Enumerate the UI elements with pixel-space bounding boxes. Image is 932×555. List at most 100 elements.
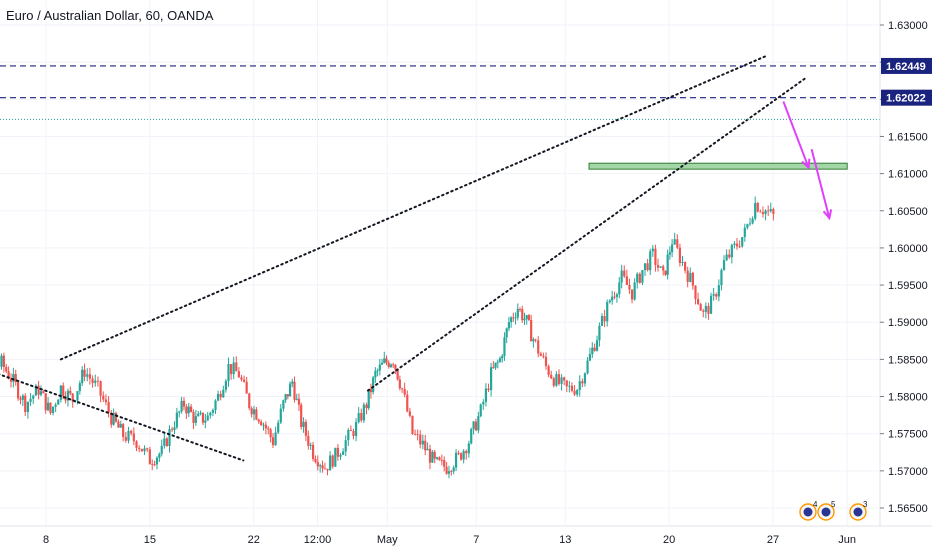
candle-body [636,273,639,283]
candle-body [424,440,427,451]
candle-body [730,244,733,258]
x-tick-label: 15 [144,534,156,546]
x-tick-label: 12:00 [304,534,332,546]
candle-body [507,322,511,329]
candle-body [720,269,723,286]
candle-body [440,459,443,461]
y-tick-label: 1.59000 [888,317,928,329]
candle-body [651,248,654,252]
candle-body [194,416,197,423]
candle-body [615,294,619,297]
candle-body [490,367,493,391]
candle-body [26,401,29,413]
candle-body [9,378,13,382]
y-tick-label: 1.61000 [888,169,928,181]
candle-body [71,393,74,402]
candle-body [165,438,169,447]
candle-body [704,306,707,312]
candle-body [764,210,767,215]
candle-body [598,325,601,341]
candle-body [91,378,94,384]
candle-body [277,422,280,433]
candle-body [756,202,759,212]
candle-body [761,212,765,215]
candle-body [37,385,40,395]
candle-body [643,263,647,271]
candle-body [269,429,272,438]
candle-body [392,364,395,366]
candle-body [712,294,715,296]
candle-body [396,369,399,380]
candle-body [96,380,100,382]
candle-body [593,347,596,351]
candle-body [83,369,86,377]
candle-body [400,388,404,390]
forecast-arrow [782,101,810,169]
candle-body [99,381,102,396]
candle-body [39,391,43,395]
candle-body [666,254,669,275]
candle-body [104,399,108,402]
candle-body [114,412,118,422]
candle-body [367,389,370,409]
x-tick-label: 27 [767,534,779,546]
candle-body [479,404,482,417]
candle-body [443,460,446,467]
candle-body [29,398,32,402]
candle-body [465,450,468,454]
candle-body [295,398,298,400]
candle-body [565,380,568,387]
candle-body [122,424,125,437]
candle-body [447,471,451,474]
candle-body [81,369,84,384]
candle-body [197,413,200,417]
candle-body [694,285,697,299]
candle-body [369,389,373,393]
trendline-descending [0,373,245,462]
indicator-badge[interactable]: 4 [799,500,818,521]
x-tick-label: Jun [838,534,856,546]
candle-body [467,443,470,454]
indicator-badge[interactable]: 5 [817,500,836,521]
flag-center-icon [821,507,831,517]
candle-body [552,378,555,386]
candle-body [676,239,679,248]
candle-body [403,388,406,395]
candle-body [459,453,463,460]
candle-body [163,438,166,446]
candle-body [316,461,319,467]
indicator-badge[interactable]: 3 [849,500,868,521]
candle-body [678,247,681,263]
candle-body [284,394,287,401]
candle-body [681,261,684,263]
forecast-arrow [810,148,831,219]
candle-body [339,454,342,457]
candle-body [606,302,609,322]
candle-body [119,424,122,428]
candle-body [201,412,205,423]
price-level-tag [881,57,932,74]
candle-body [309,444,312,446]
candle-body [406,394,409,412]
candle-body [252,409,256,415]
flag-center-icon [853,507,863,517]
candle-body [452,467,455,472]
candle-body [66,390,70,401]
candle-body [232,362,235,375]
y-tick-label: 1.58000 [888,392,928,404]
candle-body [326,468,329,471]
candle-body [503,337,506,356]
candle-body [568,385,571,387]
y-tick-label: 1.57000 [888,466,928,478]
forecast-arrowhead [801,158,811,170]
candle-body [112,412,115,425]
candle-body [222,389,225,398]
candle-body [618,282,621,295]
candle-body [389,364,393,367]
candle-body [638,273,641,283]
candle-body [431,451,434,463]
candle-body [625,276,628,285]
candle-body [262,424,265,426]
candle-body [421,440,424,445]
